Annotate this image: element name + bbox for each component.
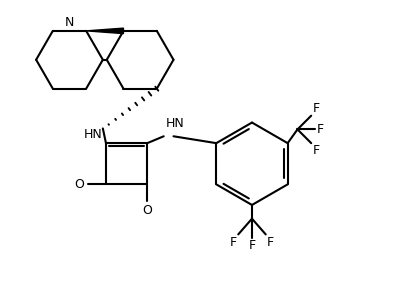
Text: F: F [267, 236, 274, 249]
Text: O: O [74, 178, 84, 191]
Text: O: O [142, 204, 152, 217]
Polygon shape [86, 28, 123, 34]
Text: F: F [312, 144, 320, 157]
Text: F: F [230, 236, 237, 249]
Text: F: F [316, 123, 324, 136]
Text: HN: HN [166, 117, 184, 130]
Text: F: F [312, 101, 320, 114]
Text: F: F [248, 239, 256, 252]
Text: N: N [65, 16, 74, 29]
Text: HN: HN [84, 128, 103, 141]
